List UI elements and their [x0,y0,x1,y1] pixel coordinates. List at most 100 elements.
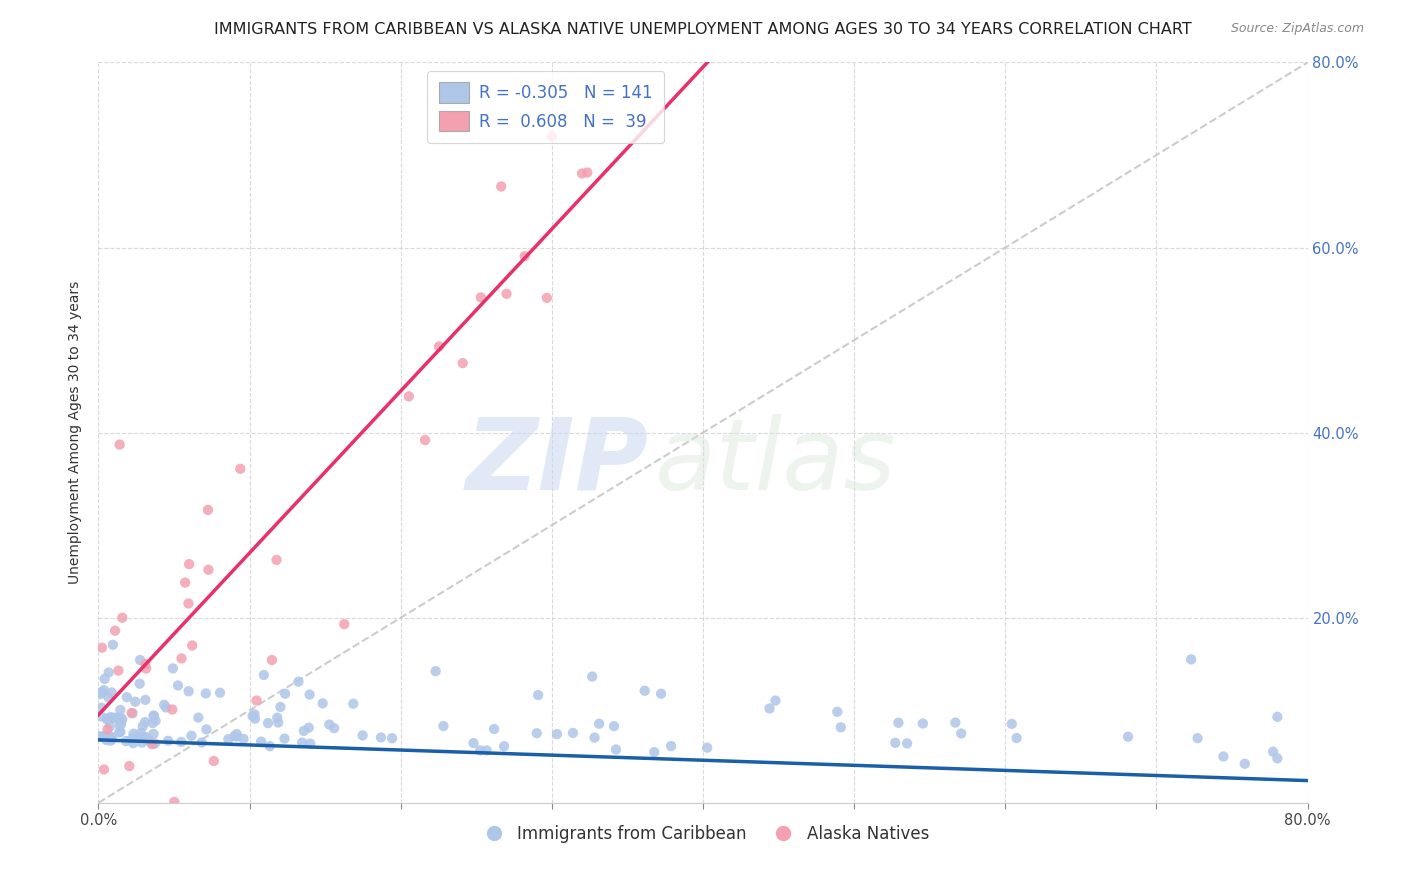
Point [257,716,280,731]
Point [911,716,934,731]
Point [187,711,209,725]
Point [896,736,918,750]
Point [153,698,176,712]
Point [132,719,155,733]
Point [97,690,120,705]
Point [104,624,127,638]
Point [93,672,115,686]
Text: atlas: atlas [655,414,896,511]
Point [96,713,118,727]
Point [90,709,112,723]
Point [475,743,498,757]
Point [298,688,321,702]
Point [370,731,392,745]
Point [266,553,288,567]
Point [174,575,197,590]
Point [121,706,143,721]
Point [143,709,166,723]
Point [122,727,145,741]
Point [250,734,273,748]
Point [489,179,512,194]
Point [177,597,200,611]
Point [243,707,266,722]
Point [571,166,593,180]
Point [96,731,118,746]
Point [562,726,585,740]
Point [634,683,657,698]
Point [311,697,333,711]
Point [202,754,225,768]
Point [581,669,603,683]
Point [208,686,231,700]
Point [135,731,157,745]
Point [170,735,193,749]
Point [318,717,340,731]
Point [142,708,165,723]
Point [115,690,138,705]
Point [134,693,156,707]
Point [101,638,124,652]
Point [127,730,149,744]
Y-axis label: Unemployment Among Ages 30 to 34 years: Unemployment Among Ages 30 to 34 years [69,281,83,584]
Point [179,557,201,571]
Point [253,668,276,682]
Point [110,717,132,731]
Point [659,739,682,753]
Point [425,664,447,678]
Point [333,617,356,632]
Point [91,730,114,744]
Point [197,503,219,517]
Point [121,732,143,747]
Point [124,695,146,709]
Point [98,719,121,733]
Point [232,731,254,746]
Point [145,714,167,728]
Point [526,726,548,740]
Text: IMMIGRANTS FROM CARIBBEAN VS ALASKA NATIVE UNEMPLOYMENT AMONG AGES 30 TO 34 YEAR: IMMIGRANTS FROM CARIBBEAN VS ALASKA NATI… [214,22,1192,37]
Point [89,729,111,743]
Point [94,729,117,743]
Point [111,610,134,624]
Point [134,657,156,671]
Point [1005,731,1028,745]
Point [1116,730,1139,744]
Point [765,693,787,707]
Point [588,716,610,731]
Point [758,701,780,715]
Point [536,291,558,305]
Point [180,729,202,743]
Point [267,715,290,730]
Point [540,129,562,144]
Point [323,721,346,735]
Point [269,699,291,714]
Point [470,290,492,304]
Text: ZIP: ZIP [465,414,648,511]
Point [950,726,973,740]
Point [129,653,152,667]
Point [830,720,852,734]
Point [143,736,166,750]
Point [101,731,124,746]
Point [287,674,309,689]
Point [603,719,626,733]
Point [100,730,122,744]
Point [242,709,264,723]
Point [162,661,184,675]
Point [115,734,138,748]
Point [342,697,364,711]
Point [243,712,266,726]
Point [132,731,155,745]
Point [100,710,122,724]
Point [427,339,450,353]
Point [195,723,218,737]
Point [111,712,134,726]
Point [495,286,517,301]
Point [167,678,190,692]
Point [291,735,314,749]
Point [299,737,322,751]
Point [131,736,153,750]
Point [93,763,115,777]
Point [1233,756,1256,771]
Point [142,716,165,731]
Point [1212,749,1234,764]
